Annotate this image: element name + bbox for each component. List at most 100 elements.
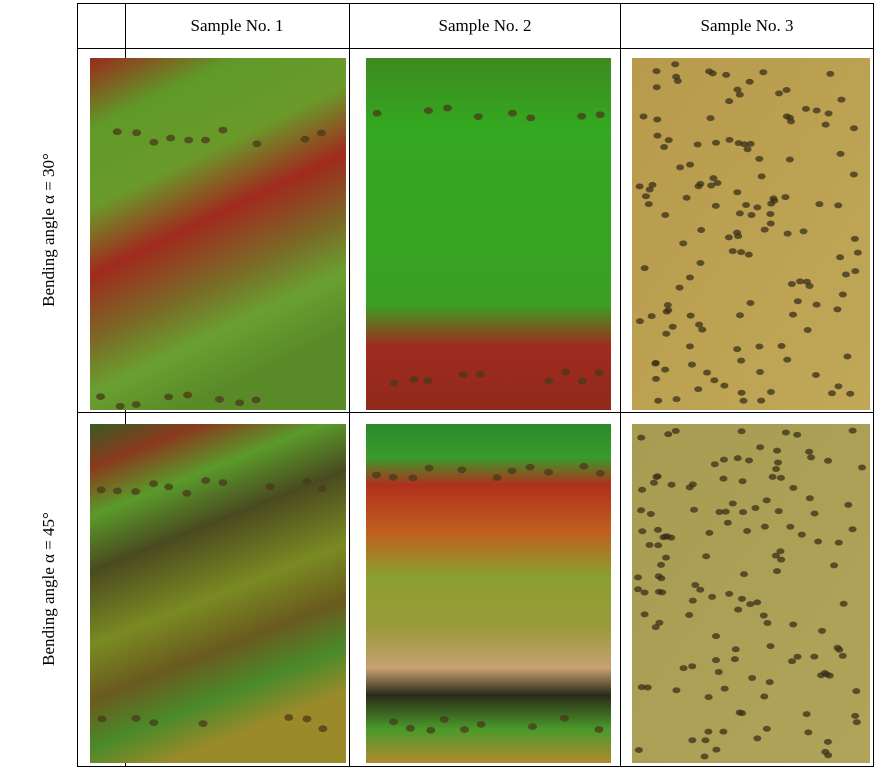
dot xyxy=(812,372,820,378)
dot xyxy=(635,747,643,753)
dot xyxy=(636,183,644,189)
dot xyxy=(182,490,191,497)
dot xyxy=(834,202,842,208)
dot xyxy=(508,110,517,117)
dot xyxy=(687,313,695,319)
dot xyxy=(651,361,659,367)
column-header: Sample No. 1 xyxy=(190,16,283,35)
dot xyxy=(707,115,715,121)
dot xyxy=(409,376,418,383)
dot xyxy=(805,449,813,455)
dot xyxy=(733,346,741,352)
dot xyxy=(753,204,761,210)
dot xyxy=(424,107,433,114)
dot xyxy=(766,679,774,685)
dot xyxy=(218,127,227,134)
dot xyxy=(694,386,702,392)
dot xyxy=(784,231,792,237)
dot xyxy=(725,234,733,240)
dot xyxy=(640,114,648,120)
dot xyxy=(372,472,381,479)
dot xyxy=(760,612,768,618)
dot xyxy=(201,137,210,144)
dot xyxy=(815,201,823,207)
dot xyxy=(709,70,717,76)
dot xyxy=(668,482,676,488)
dot xyxy=(672,74,680,80)
dot xyxy=(788,658,796,664)
dot xyxy=(851,236,859,242)
dot xyxy=(734,607,742,613)
dot xyxy=(696,181,704,187)
dot xyxy=(183,392,192,399)
dot xyxy=(113,488,122,495)
dot xyxy=(774,460,782,466)
dot xyxy=(680,665,688,671)
dot xyxy=(657,562,665,568)
dot xyxy=(839,653,847,659)
dot xyxy=(652,376,660,382)
dot xyxy=(840,601,848,607)
dot xyxy=(653,116,661,122)
dot xyxy=(637,435,645,441)
dot xyxy=(854,250,862,256)
dot xyxy=(830,562,838,568)
dot xyxy=(426,727,435,734)
dot xyxy=(773,568,781,574)
dot xyxy=(318,725,327,732)
dot xyxy=(744,146,752,152)
dot xyxy=(560,715,569,722)
dot xyxy=(729,248,737,254)
dot xyxy=(408,474,417,481)
dot xyxy=(638,528,646,534)
dot xyxy=(758,173,766,179)
dot xyxy=(789,622,797,628)
dot xyxy=(664,431,672,437)
dot xyxy=(579,463,588,470)
dot xyxy=(650,480,658,486)
dot xyxy=(459,371,468,378)
dot xyxy=(113,128,122,135)
dot xyxy=(742,202,750,208)
dot xyxy=(825,111,833,117)
dot xyxy=(596,470,605,477)
micrograph xyxy=(632,58,870,410)
dot xyxy=(664,302,672,308)
dot xyxy=(235,399,244,406)
dot xyxy=(578,378,587,385)
dot xyxy=(652,68,660,74)
dot xyxy=(688,362,696,368)
dot xyxy=(849,428,857,434)
dot xyxy=(676,285,684,291)
dot xyxy=(753,599,761,605)
dot xyxy=(763,620,771,626)
dot xyxy=(804,327,812,333)
dot xyxy=(697,227,705,233)
dot xyxy=(826,71,834,77)
dot xyxy=(440,716,449,723)
dot xyxy=(493,474,502,481)
dot xyxy=(828,390,836,396)
dot xyxy=(373,110,382,117)
dot xyxy=(737,249,745,255)
dot xyxy=(476,371,485,378)
dot xyxy=(672,687,680,693)
dot xyxy=(748,212,756,218)
dot xyxy=(544,469,553,476)
dot xyxy=(822,122,830,128)
micrograph xyxy=(366,424,611,763)
dot xyxy=(685,612,693,618)
dot xyxy=(690,507,698,513)
dot xyxy=(798,532,806,538)
column-header: Sample No. 3 xyxy=(700,16,793,35)
dot xyxy=(676,164,684,170)
dot xyxy=(851,713,859,719)
dot xyxy=(201,477,210,484)
dot xyxy=(804,729,812,735)
dot xyxy=(746,601,754,607)
dot xyxy=(740,398,748,404)
dot xyxy=(738,428,746,434)
dot xyxy=(303,478,312,485)
dot xyxy=(757,398,765,404)
dot xyxy=(695,322,703,328)
